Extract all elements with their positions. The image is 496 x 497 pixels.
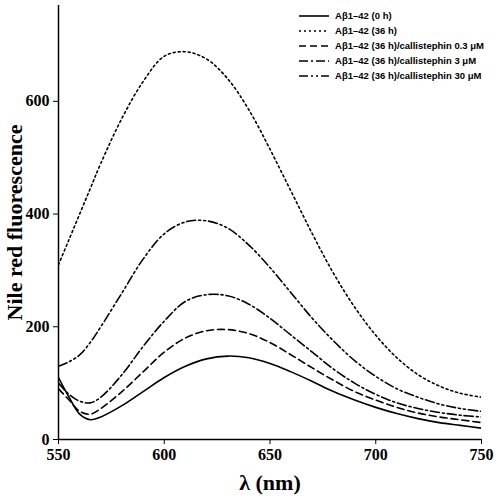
svg-text:600: 600 [152,446,176,463]
svg-text:200: 200 [26,318,50,335]
svg-text:700: 700 [364,446,388,463]
svg-text:λ (nm): λ (nm) [239,470,301,495]
svg-text:550: 550 [47,446,71,463]
svg-text:750: 750 [470,446,494,463]
html-text:Aβ1–42 (36 h)/callistephin 0.3: Aβ1–42 (36 h)/callistephin 0.3 μM [335,40,484,51]
svg-text:400: 400 [26,205,50,222]
html-text:Aβ1–42 (0 h): Aβ1–42 (0 h) [335,10,392,21]
svg-text:650: 650 [258,446,282,463]
html-text:Aβ1–42 (36 h): Aβ1–42 (36 h) [335,25,397,36]
svg-text:Nile red fluorescence: Nile red fluorescence [2,124,27,320]
html-text:Aβ1–42 (36 h)/callistephin 3 μ: Aβ1–42 (36 h)/callistephin 3 μM [335,55,477,66]
html-text:Aβ1–42 (36 h)/callistephin 30: Aβ1–42 (36 h)/callistephin 30 μM [335,70,482,81]
svg-text:0: 0 [41,430,50,448]
svg-text:600: 600 [26,92,50,109]
